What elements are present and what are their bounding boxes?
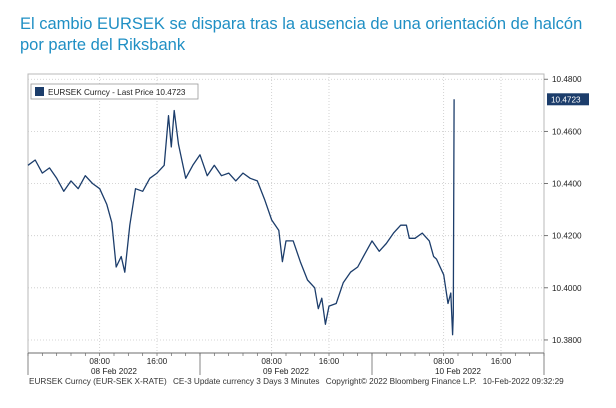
x-tick-label: 08:00 bbox=[89, 357, 110, 366]
footer-timestamp: 10-Feb-2022 09:32:29 bbox=[482, 377, 564, 386]
legend-label: EURSEK Curncy - Last Price 10.4723 bbox=[48, 88, 186, 97]
last-price-badge-label: 10.4723 bbox=[551, 95, 581, 104]
y-tick-label: 10.4800 bbox=[552, 75, 582, 84]
series-line bbox=[27, 99, 455, 336]
last-price-badge-bg bbox=[547, 93, 589, 106]
y-tick-label: 10.4600 bbox=[552, 127, 582, 136]
y-tick-label: 10.4200 bbox=[552, 232, 582, 241]
y-tick-label: 10.4000 bbox=[552, 284, 582, 293]
footer-settings: CE-3 Update currency 3 Days 3 Minutes bbox=[172, 377, 320, 386]
x-day-label: 08 Feb 2022 bbox=[91, 367, 137, 376]
x-day-label: 09 Feb 2022 bbox=[263, 367, 309, 376]
legend-box bbox=[30, 83, 199, 100]
y-tick-label: 10.4400 bbox=[552, 180, 582, 189]
chart-footer: EURSEK Curncy (EUR-SEK X-RATE) CE-3 Upda… bbox=[29, 377, 568, 386]
last-price-badge: 10.4723 bbox=[547, 93, 589, 106]
legend: EURSEK Curncy - Last Price 10.4723 bbox=[30, 83, 199, 100]
x-tick-label: 16:00 bbox=[319, 357, 340, 366]
x-day-label: 10 Feb 2022 bbox=[435, 367, 481, 376]
y-tick-label: 10.3800 bbox=[552, 336, 582, 345]
x-tick-label: 08:00 bbox=[433, 357, 454, 366]
x-tick-label: 16:00 bbox=[491, 357, 512, 366]
footer-instrument: EURSEK Curncy (EUR-SEK X-RATE) bbox=[29, 377, 167, 386]
headline: El cambio EURSEK se dispara tras la ause… bbox=[20, 15, 583, 54]
x-tick-label: 16:00 bbox=[147, 357, 168, 366]
plot-area bbox=[27, 73, 545, 354]
x-tick-label: 08:00 bbox=[261, 357, 282, 366]
legend-swatch bbox=[35, 87, 44, 96]
footer-copyright: Copyright© 2022 Bloomberg Finance L.P. bbox=[325, 377, 477, 386]
